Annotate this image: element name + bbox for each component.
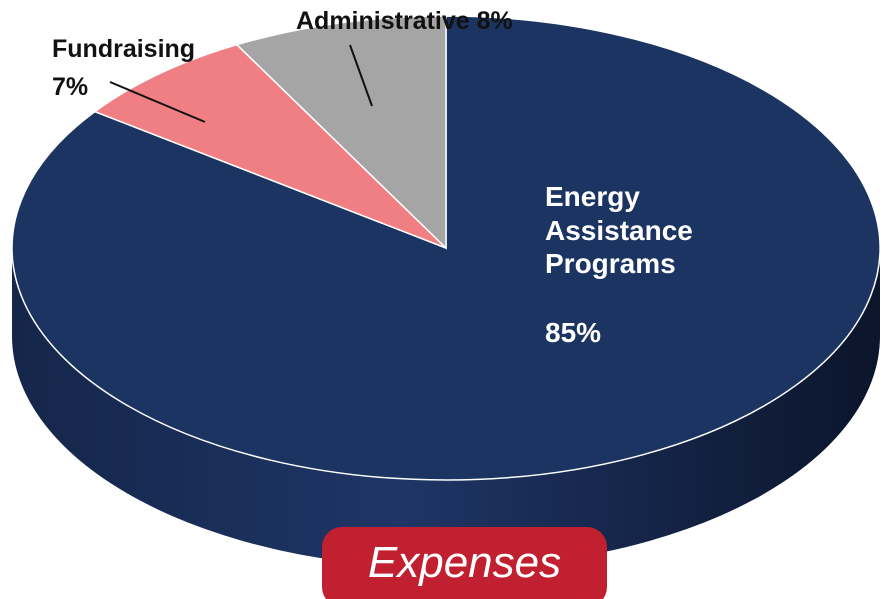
slice-value-label: 85% bbox=[545, 317, 602, 348]
title-badge bbox=[322, 527, 607, 599]
leader-line bbox=[109, 81, 206, 123]
slice-label-group: Administrative 8% bbox=[296, 6, 513, 36]
leader-line bbox=[349, 44, 373, 107]
slice-side bbox=[12, 248, 880, 568]
slice bbox=[93, 43, 447, 249]
slice-value-label: 7% bbox=[52, 73, 89, 101]
slice bbox=[235, 15, 447, 250]
slice-label: Fundraising bbox=[52, 35, 196, 63]
slice-label: Energy Assistance Programs bbox=[545, 181, 693, 280]
chart-title: Expenses bbox=[367, 538, 562, 587]
slice-value-label: 8% bbox=[476, 7, 513, 35]
slice-label: Administrative bbox=[296, 7, 470, 35]
